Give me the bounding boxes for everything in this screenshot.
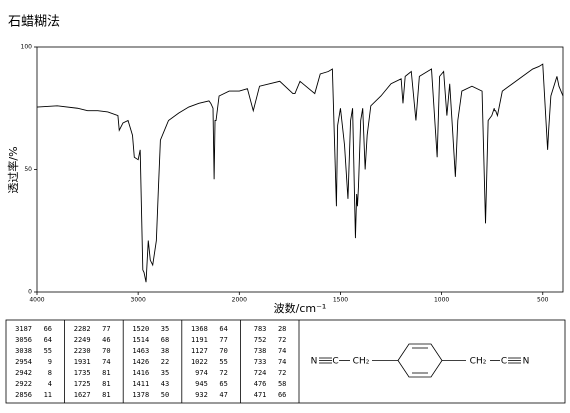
transmittance-cell: 8 xyxy=(48,369,52,377)
transmittance-cell: 35 xyxy=(161,369,169,377)
transmittance-cell: 68 xyxy=(161,336,169,344)
wavenumber-cell: 2856 xyxy=(15,391,32,399)
transmittance-cell: 70 xyxy=(102,347,110,355)
structure-bonds xyxy=(298,320,521,403)
x-tick-label: 1000 xyxy=(434,297,449,304)
wavenumber-cell: 471 xyxy=(254,391,267,399)
transmittance-cell: 66 xyxy=(44,325,52,333)
transmittance-cell: 72 xyxy=(219,369,227,377)
x-axis-label: 波数/cm⁻¹ xyxy=(274,302,327,315)
chart-title: 石蜡糊法 xyxy=(8,14,60,30)
table-frame xyxy=(5,319,566,404)
transmittance-cell: 74 xyxy=(278,347,286,355)
y-tick-label: 100 xyxy=(21,44,33,51)
wavenumber-cell: 1514 xyxy=(132,336,149,344)
transmittance-cell: 65 xyxy=(219,380,227,388)
atom-label: N xyxy=(311,357,318,367)
transmittance-cell: 64 xyxy=(44,336,52,344)
transmittance-cell: 81 xyxy=(102,369,110,377)
x-tick-label: 4000 xyxy=(29,297,44,304)
transmittance-cell: 43 xyxy=(161,380,169,388)
atom-label: N xyxy=(523,357,530,367)
wavenumber-cell: 1735 xyxy=(74,369,91,377)
atom-label: C xyxy=(501,357,507,367)
wavenumber-cell: 3038 xyxy=(15,347,32,355)
wavenumber-cell: 3187 xyxy=(15,325,32,333)
x-tick-label: 3000 xyxy=(131,297,146,304)
wavenumber-cell: 932 xyxy=(195,391,208,399)
wavenumber-cell: 1931 xyxy=(74,358,91,366)
x-tick-label: 2000 xyxy=(232,297,247,304)
wavenumber-cell: 1520 xyxy=(132,325,149,333)
transmittance-cell: 58 xyxy=(278,380,286,388)
wavenumber-cell: 945 xyxy=(195,380,208,388)
transmittance-cell: 35 xyxy=(161,325,169,333)
x-tick-label: 1500 xyxy=(333,297,348,304)
wavenumber-cell: 1463 xyxy=(132,347,149,355)
transmittance-cell: 72 xyxy=(278,336,286,344)
transmittance-cell: 22 xyxy=(161,358,169,366)
transmittance-cell: 74 xyxy=(278,358,286,366)
transmittance-cell: 46 xyxy=(102,336,110,344)
transmittance-cell: 72 xyxy=(278,369,286,377)
wavenumber-cell: 1725 xyxy=(74,380,91,388)
y-tick-label: 0 xyxy=(28,289,32,296)
transmittance-cell: 55 xyxy=(44,347,52,355)
transmittance-cell: 77 xyxy=(102,325,110,333)
transmittance-cell: 4 xyxy=(48,380,52,388)
wavenumber-cell: 1416 xyxy=(132,369,149,377)
wavenumber-cell: 1191 xyxy=(191,336,208,344)
transmittance-cell: 55 xyxy=(219,358,227,366)
wavenumber-cell: 1411 xyxy=(132,380,149,388)
atom-label: CH₂ xyxy=(353,357,370,367)
wavenumber-cell: 2954 xyxy=(15,358,32,366)
atom-label: C xyxy=(332,357,338,367)
wavenumber-cell: 1627 xyxy=(74,391,91,399)
transmittance-cell: 77 xyxy=(219,336,227,344)
wavenumber-cell: 1022 xyxy=(191,358,208,366)
wavenumber-cell: 783 xyxy=(254,325,267,333)
wavenumber-cell: 476 xyxy=(254,380,267,388)
x-tick-label: 500 xyxy=(537,297,549,304)
wavenumber-cell: 724 xyxy=(254,369,267,377)
wavenumber-cell: 752 xyxy=(254,336,267,344)
transmittance-cell: 47 xyxy=(219,391,227,399)
wavenumber-cell: 2942 xyxy=(15,369,32,377)
transmittance-cell: 50 xyxy=(161,391,169,399)
wavenumber-cell: 733 xyxy=(254,358,267,366)
wavenumber-cell: 2230 xyxy=(74,347,91,355)
wavenumber-cell: 1368 xyxy=(191,325,208,333)
transmittance-cell: 70 xyxy=(219,347,227,355)
transmittance-cell: 28 xyxy=(278,325,286,333)
wavenumber-cell: 1127 xyxy=(191,347,208,355)
transmittance-cell: 81 xyxy=(102,380,110,388)
transmittance-cell: 38 xyxy=(161,347,169,355)
wavenumber-cell: 738 xyxy=(254,347,267,355)
transmittance-cell: 81 xyxy=(102,391,110,399)
transmittance-cell: 64 xyxy=(219,325,227,333)
transmittance-cell: 9 xyxy=(48,358,52,366)
spectrum-line xyxy=(36,63,564,283)
atom-label: CH₂ xyxy=(470,357,487,367)
wavenumber-cell: 2249 xyxy=(74,336,91,344)
y-axis-label: 透过率/% xyxy=(6,146,20,193)
transmittance-cell: 66 xyxy=(278,391,286,399)
wavenumber-cell: 2922 xyxy=(15,380,32,388)
y-tick-label: 50 xyxy=(24,166,32,173)
wavenumber-cell: 2282 xyxy=(74,325,91,333)
wavenumber-cell: 1378 xyxy=(132,391,149,399)
transmittance-cell: 74 xyxy=(102,358,110,366)
wavenumber-cell: 1426 xyxy=(132,358,149,366)
wavenumber-cell: 974 xyxy=(195,369,208,377)
wavenumber-cell: 3056 xyxy=(15,336,32,344)
transmittance-cell: 11 xyxy=(44,391,52,399)
